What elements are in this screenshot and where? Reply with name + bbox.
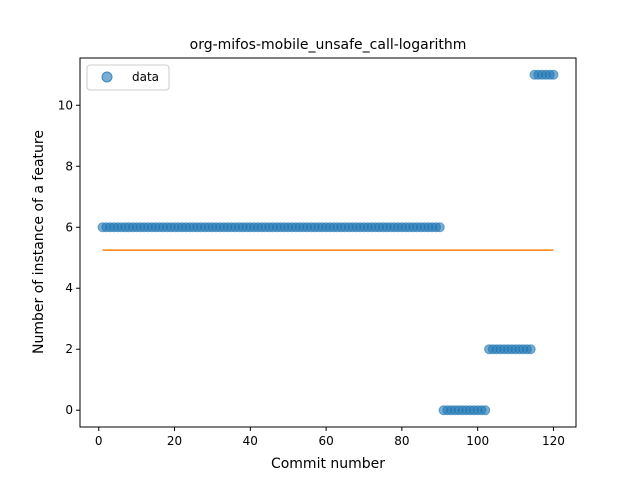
y-axis-label: Number of instance of a feature	[31, 130, 47, 354]
y-tick-label: 8	[65, 159, 73, 173]
chart-title: org-mifos-mobile_unsafe_call-logarithm	[190, 37, 467, 53]
legend-marker	[101, 71, 113, 83]
x-tick-label: 80	[394, 434, 409, 448]
y-tick-label: 0	[65, 403, 73, 417]
y-axis-ticks: 0 2 4 6 8 10	[58, 98, 80, 417]
plot-frame	[79, 57, 577, 428]
x-axis-label: Commit number	[271, 456, 385, 472]
x-tick-label: 0	[95, 434, 103, 448]
data-point	[434, 222, 445, 233]
data-points	[97, 69, 559, 416]
y-tick-label: 6	[65, 220, 73, 234]
x-tick-label: 100	[466, 434, 489, 448]
plot-area	[80, 58, 576, 427]
data-point	[525, 344, 536, 355]
legend: data	[86, 64, 170, 91]
y-tick-label: 10	[58, 98, 73, 112]
x-axis-ticks: 0 20 40 60 80 100 120	[95, 427, 565, 448]
x-tick-label: 60	[318, 434, 333, 448]
x-tick-label: 40	[243, 434, 258, 448]
x-tick-label: 120	[542, 434, 565, 448]
x-tick-label: 20	[167, 434, 182, 448]
legend-box	[86, 64, 170, 91]
legend-label-data: data	[132, 70, 159, 84]
y-tick-label: 4	[65, 281, 73, 295]
data-point	[480, 405, 491, 416]
data-point	[548, 69, 559, 80]
y-tick-label: 2	[65, 342, 73, 356]
